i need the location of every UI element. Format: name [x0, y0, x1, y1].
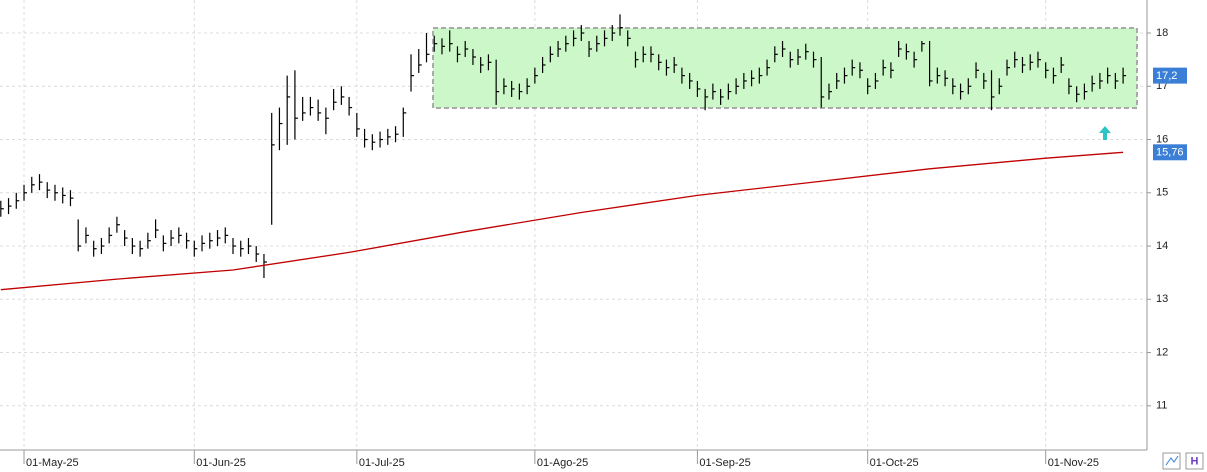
y-tick-label: 18 [1156, 27, 1168, 39]
y-tick-label: 16 [1156, 133, 1168, 145]
price-label: 17,2 [1156, 70, 1177, 82]
save-button[interactable] [1185, 452, 1204, 470]
y-tick-label: 12 [1156, 346, 1168, 358]
scale-icon [1165, 455, 1179, 466]
x-tick-label: 01-May-25 [26, 457, 79, 469]
x-tick-label: 01-Jun-25 [196, 457, 246, 469]
signal-arrow [1099, 126, 1111, 140]
marks [0, 14, 1127, 291]
x-tick-label: 01-Oct-25 [870, 457, 919, 469]
x-tick-label: 01-Sep-25 [699, 457, 750, 469]
x-tick-label: 01-Jul-25 [359, 457, 405, 469]
y-tick-label: 14 [1156, 240, 1168, 252]
price-label: 15,76 [1156, 147, 1184, 159]
scale-button[interactable] [1162, 452, 1181, 470]
price-box [1153, 144, 1187, 161]
save-icon: H [1191, 455, 1199, 467]
x-tick-label: 01-Ago-25 [537, 457, 588, 469]
y-tick-label: 11 [1156, 400, 1167, 412]
price-box [1153, 67, 1187, 84]
range-box [432, 27, 1138, 109]
y-tick-label: 15 [1156, 187, 1168, 199]
moving-average [0, 151, 1124, 291]
x-tick-label: 01-Nov-25 [1048, 457, 1099, 469]
y-tick-label: 13 [1156, 293, 1168, 305]
